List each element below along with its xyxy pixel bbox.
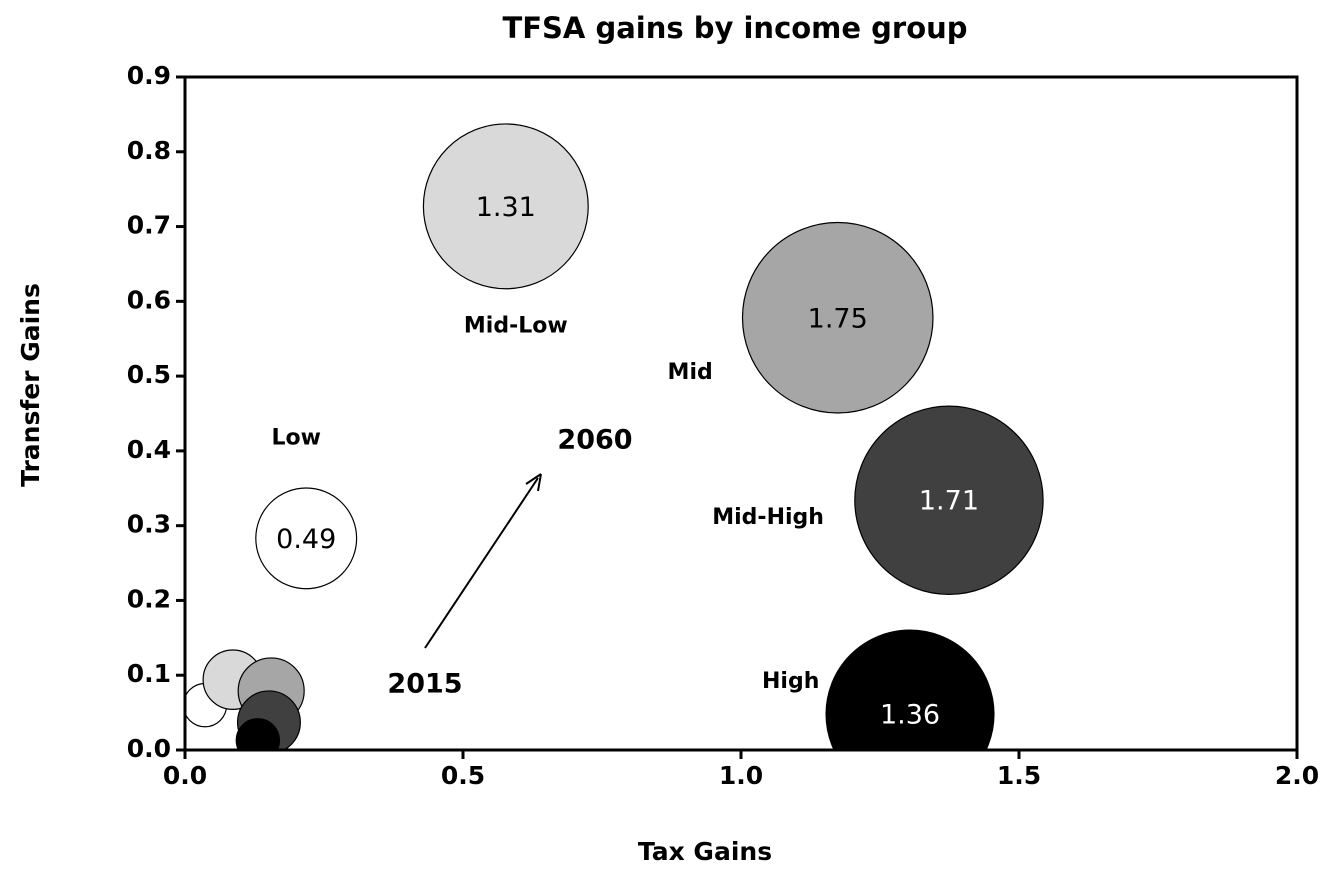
plot-frame [183,75,1299,752]
bubble [255,487,358,590]
x-tick-label: 0.0 [163,761,207,790]
end-year-label: 2060 [557,425,632,456]
category-label: High [762,669,819,694]
category-label: Mid [668,360,713,385]
bubble-value-label: 1.71 [919,486,979,517]
category-label: Low [271,425,320,450]
x-tick-label: 2.0 [1275,761,1319,790]
category-label: Mid-Low [464,313,568,338]
start-year-label: 2015 [387,669,462,700]
bubble [235,718,281,750]
plot-area: 0.49 1.31 1.75 1.71 1.36 [185,123,1044,750]
y-tick-label: 0.9 [127,61,171,90]
category-label: Mid-High [712,505,824,530]
bubble [741,221,934,414]
y-axis-title: Transfer Gains [16,283,45,487]
y-tick-label: 0.7 [127,211,171,240]
bubble-value-label: 1.75 [808,303,868,334]
y-tick-label: 0.6 [127,285,171,314]
y-tick-label: 0.0 [127,734,171,763]
y-tick-label: 0.4 [127,435,171,464]
bubble [422,123,589,290]
x-tick-label: 1.5 [997,761,1041,790]
bubble-value-label: 1.36 [880,700,940,731]
chart-title: TFSA gains by income group [502,11,967,45]
y-tick-label: 0.1 [127,659,171,688]
y-tick-label: 0.8 [127,136,171,165]
arrow-head [525,473,542,492]
x-axis-title: Tax Gains [638,837,772,866]
bubble-value-label: 1.31 [476,192,536,223]
y-tick-label: 0.2 [127,584,171,613]
y-tick-label: 0.5 [127,360,171,389]
bubble-value-label: 0.49 [276,524,336,555]
x-tick-label: 1.0 [719,761,763,790]
bubble [825,629,995,750]
y-tick-label: 0.3 [127,510,171,539]
bubble [854,405,1044,595]
arrow [424,477,539,649]
x-tick-label: 0.5 [441,761,485,790]
